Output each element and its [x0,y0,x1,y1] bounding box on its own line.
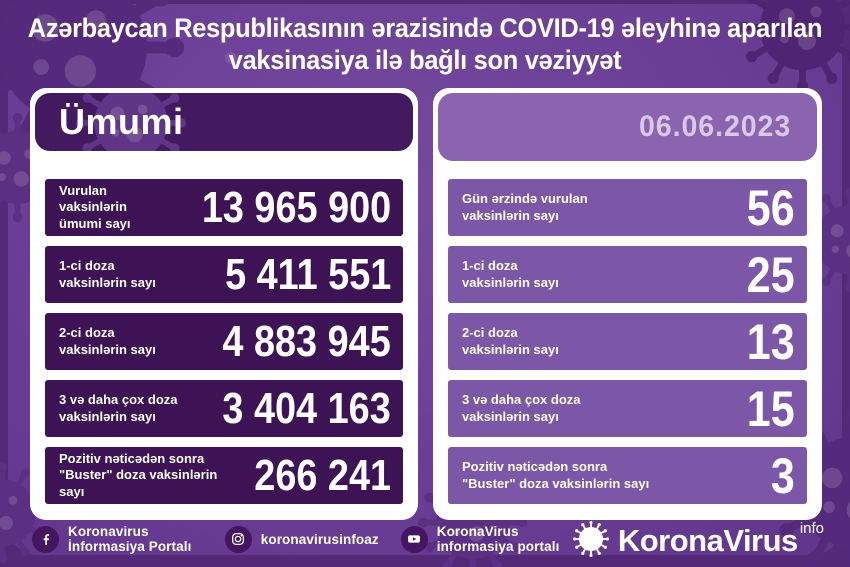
youtube-icon [400,525,428,553]
stat-label-line2: vaksinlərin sayı [59,408,156,424]
stat-value: 3 [771,447,795,504]
stat-label-line1: Vurulan vaksinlərin [59,182,127,215]
stat-value: 4 883 945 [222,316,391,366]
stat-label-line2: "Buster" doza vaksinlərin sayı [59,467,218,499]
title-line-1: Azərbaycan Respublikasının ərazisində CO… [27,13,823,43]
facebook-label: Koronavirus İnformasiya Portalı [68,524,192,554]
cumulative-panel: Ümumi Vurulan vaksinlərin ümumi sayı 13 … [30,88,418,520]
cumulative-header-label: Ümumi [59,101,184,142]
stat-label-line2: vaksinlərin sayı [462,207,559,223]
stat-row-daily-total: Gün ərzində vurulan vaksinlərin sayı 56 [448,179,807,236]
stat-row-first-dose: 1-ci doza vaksinlərin sayı 5 411 551 [45,246,403,303]
stat-label: 1-ci doza vaksinlərin sayı [462,258,559,291]
stat-label: 3 və daha çox doza vaksinlərin sayı [462,392,581,425]
stat-label-line1: 2-ci doza [462,324,518,340]
facebook-link[interactable]: Koronavirus İnformasiya Portalı [32,524,203,554]
brand-logo: KoronaVirus info [572,520,824,559]
stat-label-line2: vaksinlərin sayı [462,408,559,424]
cumulative-rows: Vurulan vaksinlərin ümumi sayı 13 965 90… [35,179,413,504]
stat-label-line2: vaksinlərin sayı [462,274,559,290]
stat-value: 13 [747,313,795,370]
stat-row-daily-second-dose: 2-ci doza vaksinlərin sayı 13 [448,313,807,370]
stat-label: Gün ərzində vurulan vaksinlərin sayı [462,191,588,224]
facebook-icon [32,525,59,553]
stat-label-line1: 3 və daha çox doza [59,391,178,407]
cumulative-header: Ümumi [35,93,413,151]
stat-value: 266 241 [254,450,391,500]
stat-label-line2: ümumi sayı [59,215,131,231]
instagram-icon [224,525,252,553]
instagram-link[interactable]: koronavirusinfoaz [224,525,379,553]
stat-label-line1: Pozitiv nəticədən sonra [59,450,205,466]
dot-decoration [258,22,266,30]
daily-panel: 06.06.2023 Gün ərzində vurulan vaksinlər… [433,88,822,520]
brand-virus-icon [572,520,610,558]
stat-label: Pozitiv nəticədən sonra "Buster" doza va… [462,459,649,492]
title-line-2: vaksinasiya ilə bağlı son vəziyyət [228,45,622,75]
stat-label-line1: 1-ci doza [59,257,115,273]
stat-value: 56 [747,179,795,236]
stat-row-third-dose: 3 və daha çox doza vaksinlərin sayı 3 40… [45,380,403,437]
stat-label-line1: 3 və daha çox doza [462,391,581,407]
stat-row-second-dose: 2-ci doza vaksinlərin sayı 4 883 945 [45,313,403,370]
stat-value: 25 [747,246,795,303]
stat-label-line1: 2-ci doza [59,324,115,340]
stat-value: 5 411 551 [224,249,391,299]
stat-row-daily-first-dose: 1-ci doza vaksinlərin sayı 25 [448,246,807,303]
stat-label-line2: vaksinlərin sayı [59,341,156,357]
youtube-label: KoronaVirus informasiya portalı [436,524,560,554]
stat-label-line1: Pozitiv nəticədən sonra [462,458,608,474]
stat-label: 2-ci doza vaksinlərin sayı [462,325,559,358]
stat-row-booster-dose: Pozitiv nəticədən sonra "Buster" doza va… [45,447,403,504]
date-header: 06.06.2023 [438,93,817,161]
stat-value: 15 [747,380,795,437]
dot-decoration [225,52,237,64]
date-label: 06.06.2023 [638,110,791,143]
stat-label-line1: 1-ci doza [462,257,518,273]
stat-row-total-vaccines: Vurulan vaksinlərin ümumi sayı 13 965 90… [45,179,403,236]
stat-label: 1-ci doza vaksinlərin sayı [59,258,156,291]
stat-label: 3 və daha çox doza vaksinlərin sayı [59,392,178,425]
brand-name: KoronaVirus info [617,519,824,558]
stat-label: 2-ci doza vaksinlərin sayı [59,325,156,358]
stat-label-line2: vaksinlərin sayı [462,341,559,357]
stat-label: Vurulan vaksinlərin ümumi sayı [59,183,171,233]
brand-suffix: info [799,519,824,537]
page-title: Azərbaycan Respublikasının ərazisində CO… [26,12,825,76]
stat-value: 3 404 163 [222,383,391,433]
stat-row-daily-booster-dose: Pozitiv nəticədən sonra "Buster" doza va… [448,447,807,504]
stat-label-line2: "Buster" doza vaksinlərin sayı [462,475,650,491]
stat-value: 13 965 900 [201,182,391,232]
footer: Koronavirus İnformasiya Portalı koronavi… [32,520,824,559]
stat-row-daily-third-dose: 3 və daha çox doza vaksinlərin sayı 15 [448,380,807,437]
stat-label-line2: vaksinlərin sayı [59,274,156,290]
youtube-link[interactable]: KoronaVirus informasiya portalı [400,524,572,554]
instagram-label: koronavirusinfoaz [260,531,379,547]
stat-label-line1: Gün ərzində vurulan [462,190,588,206]
daily-rows: Gün ərzində vurulan vaksinlərin sayı 56 … [438,179,817,504]
stat-label: Pozitiv nəticədən sonra "Buster" doza va… [59,451,232,501]
